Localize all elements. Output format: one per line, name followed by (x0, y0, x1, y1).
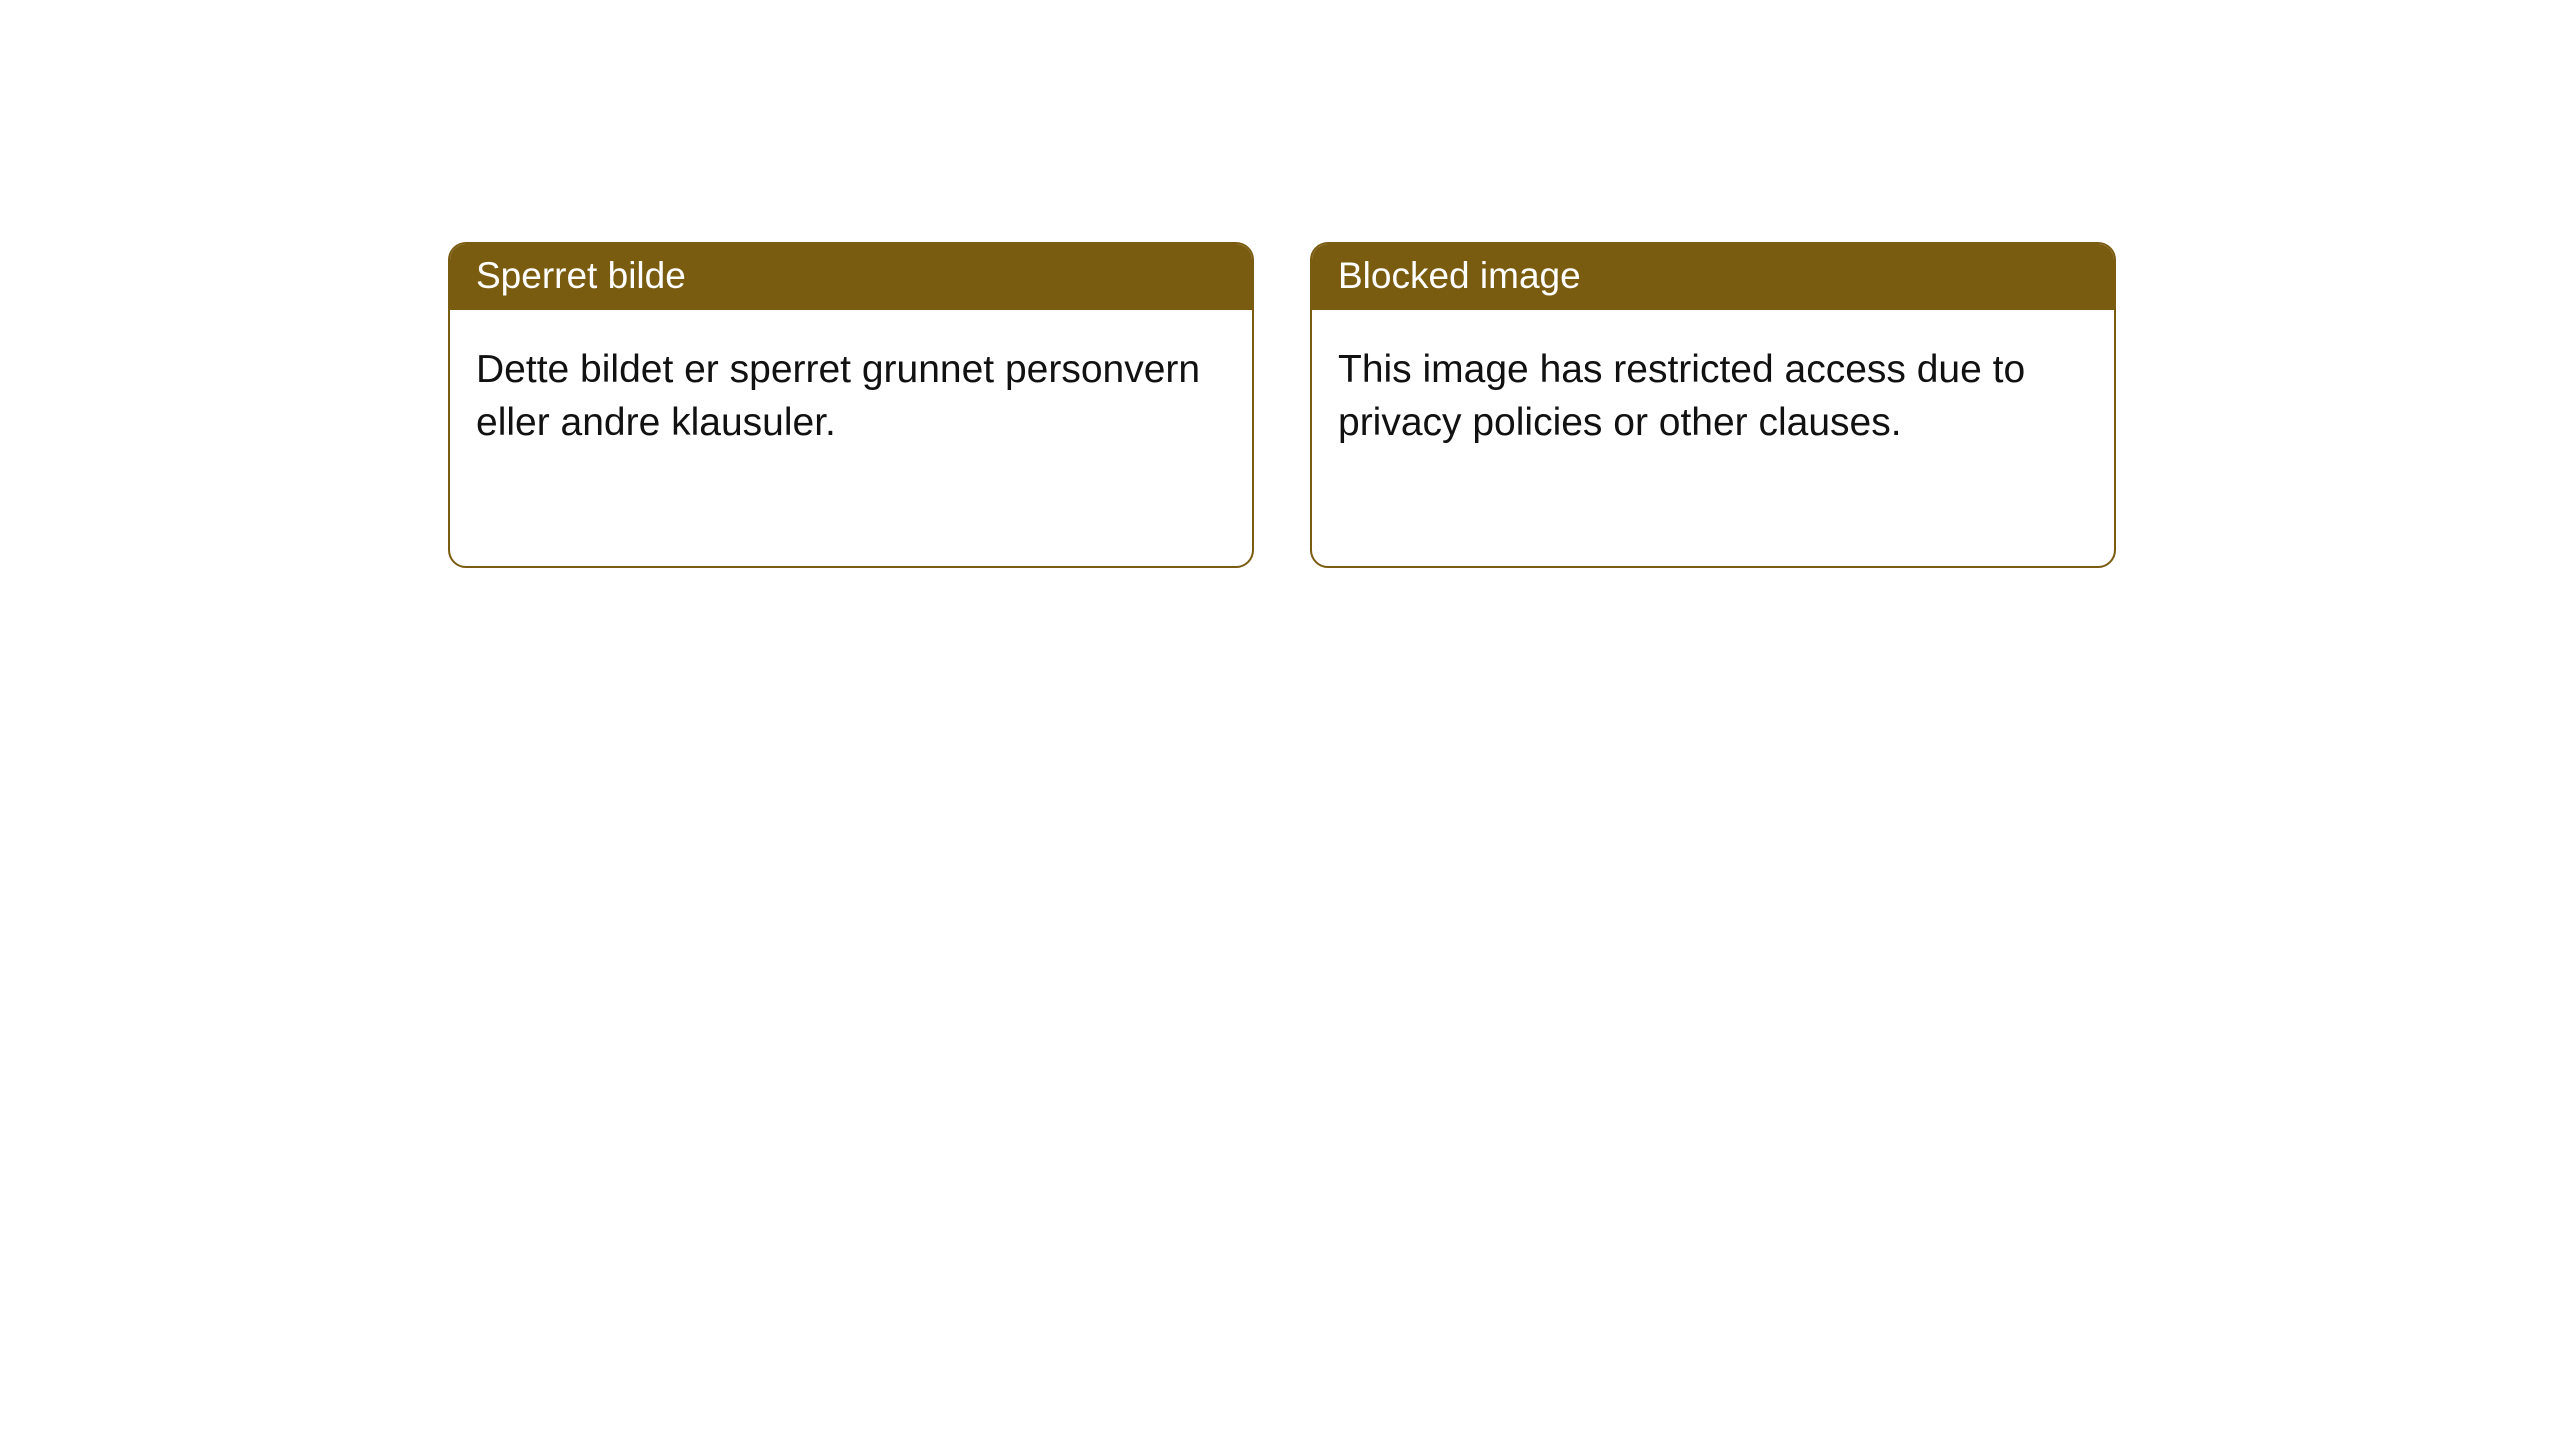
notice-header: Blocked image (1312, 244, 2114, 310)
notices-container: Sperret bilde Dette bildet er sperret gr… (0, 0, 2560, 568)
notice-box-norwegian: Sperret bilde Dette bildet er sperret gr… (448, 242, 1254, 568)
notice-body: This image has restricted access due to … (1312, 310, 2114, 566)
notice-header: Sperret bilde (450, 244, 1252, 310)
notice-body: Dette bildet er sperret grunnet personve… (450, 310, 1252, 566)
notice-box-english: Blocked image This image has restricted … (1310, 242, 2116, 568)
